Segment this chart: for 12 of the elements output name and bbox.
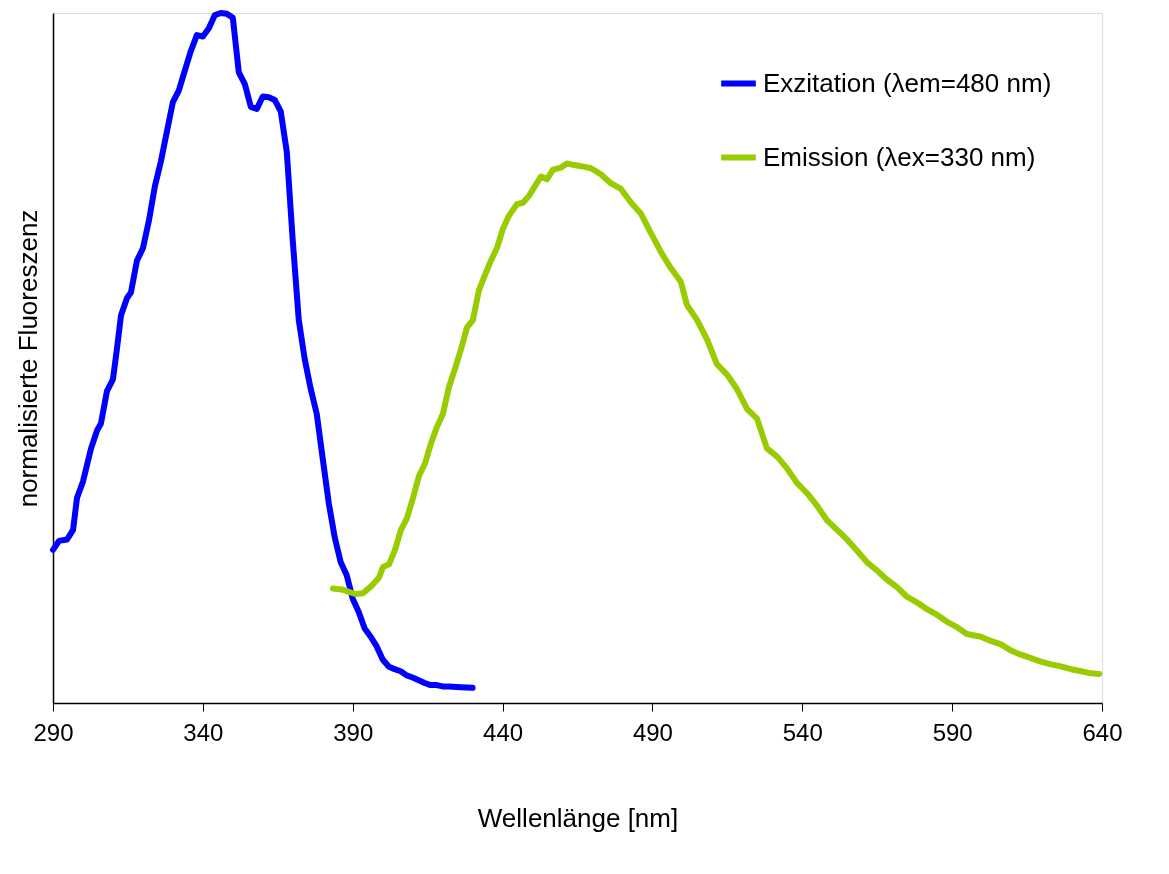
x-tick-label: 290 bbox=[33, 718, 74, 746]
x-tick-label: 340 bbox=[183, 718, 224, 746]
x-tick-label: 440 bbox=[483, 718, 524, 746]
legend-label: Exzitation (λem=480 nm) bbox=[763, 67, 1052, 98]
legend-label: Emission (λex=330 nm) bbox=[763, 141, 1036, 172]
x-tick-label: 640 bbox=[1082, 718, 1123, 746]
y-axis-title: normalisierte Fluoreszenz bbox=[12, 209, 43, 508]
x-axis-title: Wellenlänge [nm] bbox=[477, 802, 679, 833]
x-tick-label: 540 bbox=[782, 718, 823, 746]
x-tick-label: 590 bbox=[932, 718, 973, 746]
x-tick-label: 390 bbox=[333, 718, 374, 746]
x-tick-label: 490 bbox=[632, 718, 673, 746]
